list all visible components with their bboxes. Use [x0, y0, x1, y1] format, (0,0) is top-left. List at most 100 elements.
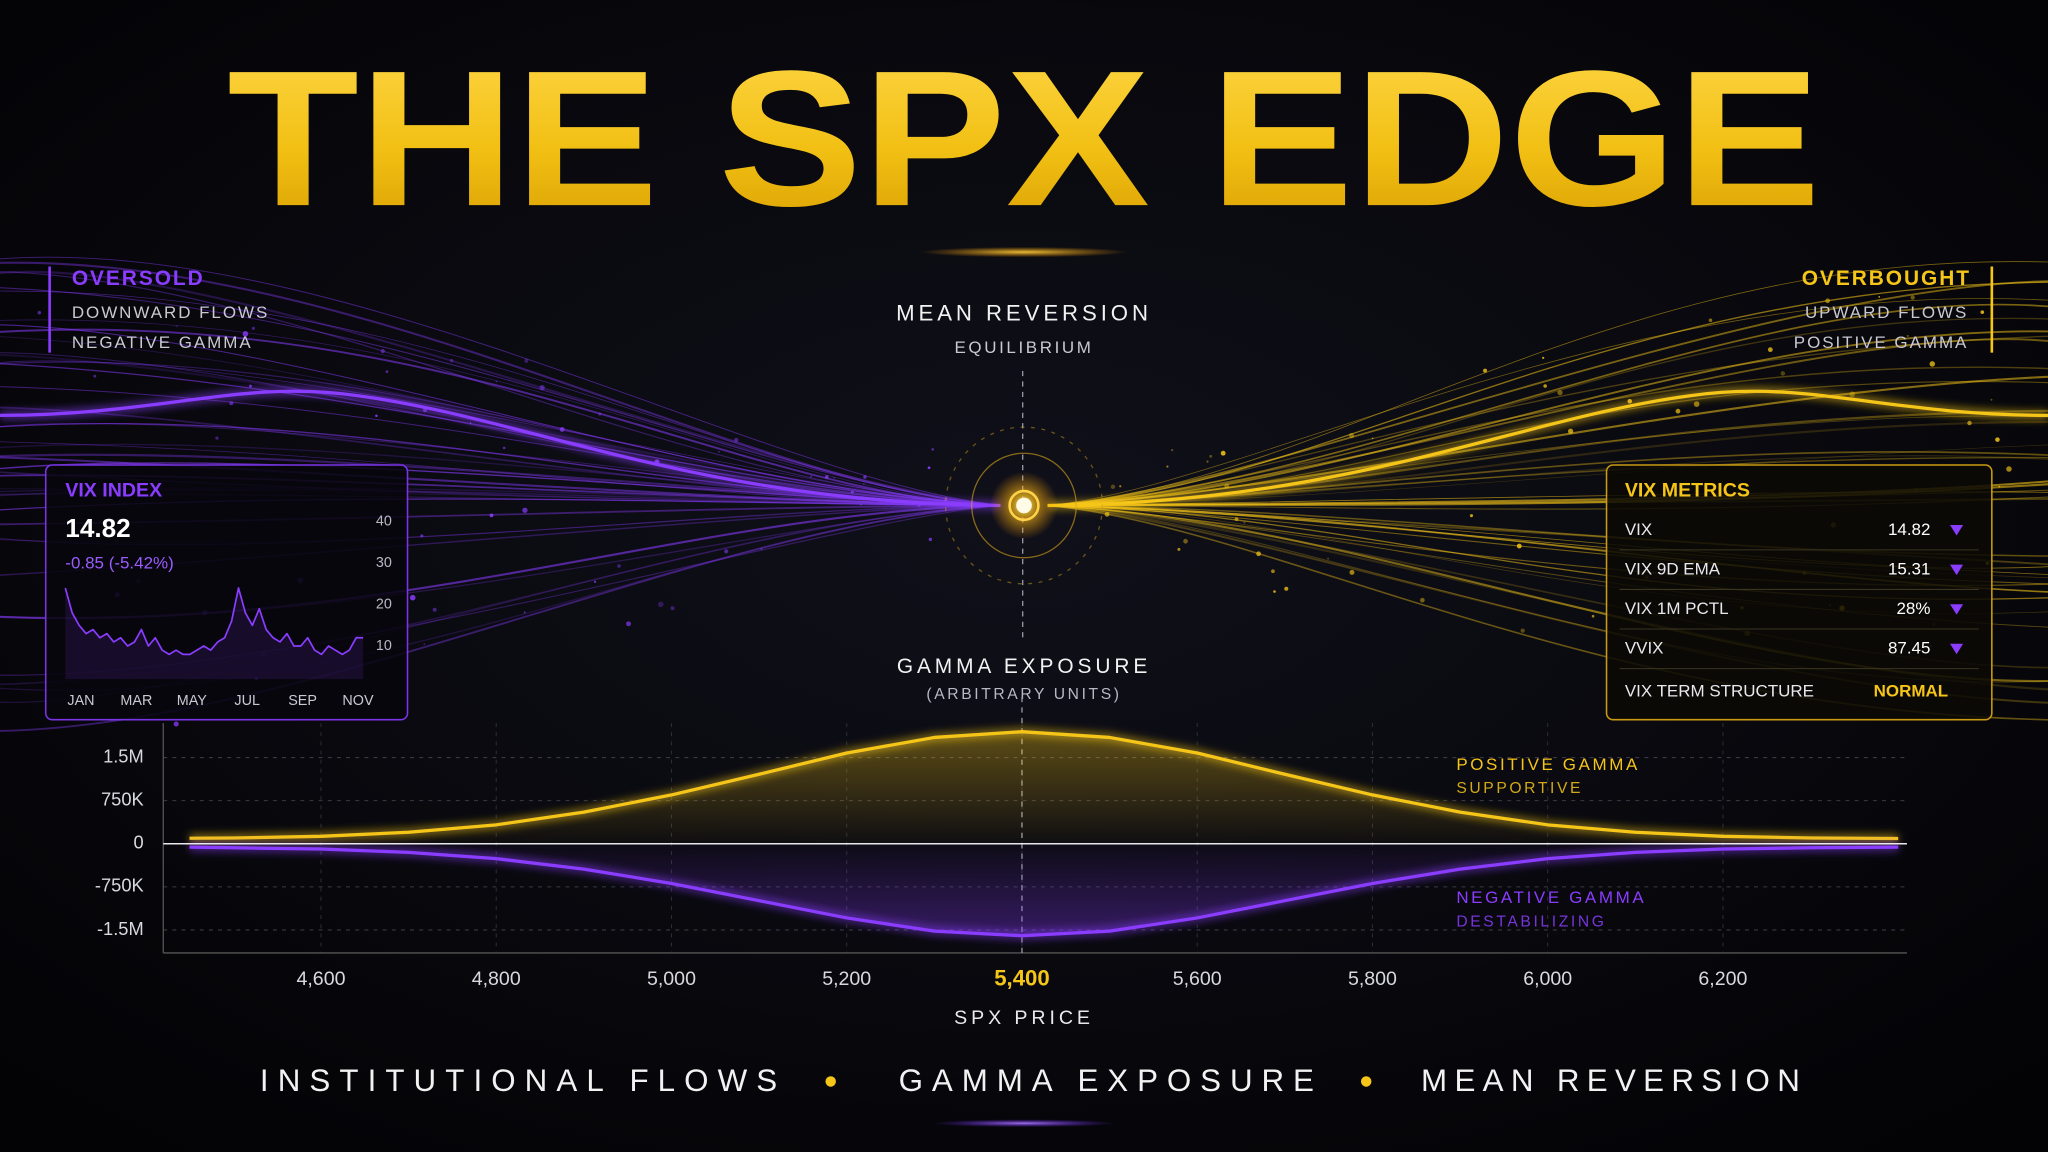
- y-tick-label: 0: [134, 832, 144, 853]
- title-glow: [919, 246, 1129, 258]
- x-tick-label: SEP: [288, 693, 317, 709]
- flow-particle: [1998, 485, 2001, 488]
- vix-panel: [44, 464, 409, 721]
- flow-particle: [657, 601, 664, 608]
- overbought-title: OVERBOUGHT: [1802, 267, 1971, 290]
- flow-particle: [1542, 356, 1545, 360]
- flow-particle: [931, 448, 934, 451]
- flow-particle: [1183, 538, 1188, 544]
- vix-change: -0.85 (-5.42%): [65, 554, 173, 573]
- metrics-title: VIX METRICS: [1625, 479, 1750, 501]
- flow-particle: [593, 580, 597, 583]
- flow-particle: [1327, 557, 1330, 560]
- y-tick-label: 40: [376, 514, 392, 530]
- flow-particle: [1910, 295, 1915, 300]
- flow-particle: [2006, 466, 2012, 472]
- flow-particle: [718, 451, 720, 453]
- flow-particle: [1220, 450, 1226, 456]
- x-tick-label: MAR: [120, 693, 152, 709]
- vix-chart: 10 20 30 40 JAN MAR MAY JUL SEP NOV: [64, 514, 392, 709]
- center-ring: [971, 452, 1077, 559]
- flow-particle: [1591, 614, 1595, 618]
- metrics-table: VIX 14.82 VIX 9D EMA 15.31 VIX 1M PCTL 28% VVI…: [1619, 520, 1979, 670]
- flow-particle: [469, 422, 472, 424]
- flow-particle: [1284, 586, 1289, 591]
- x-tick-label: NOV: [342, 693, 374, 709]
- flow-particle: [1980, 310, 1985, 314]
- flow-particle: [824, 475, 829, 479]
- flow-line: [0, 256, 1001, 506]
- term-structure-label: VIX TERM STRUCTURE: [1625, 682, 1814, 701]
- flow-line: [1047, 281, 2048, 507]
- flow-particle: [1767, 347, 1773, 353]
- flow-particle: [1627, 398, 1633, 404]
- vix-area: [65, 588, 364, 680]
- metrics-panel: [1605, 464, 1993, 721]
- down-arrow: [1950, 643, 1964, 655]
- flow-particle: [1929, 361, 1936, 367]
- x-tick-label: 6,000: [1523, 968, 1572, 990]
- flow-line: [1047, 375, 2048, 507]
- flow-particle: [175, 325, 178, 328]
- x-tick-label: JUL: [234, 693, 260, 709]
- flow-particle: [1349, 433, 1355, 439]
- flow-particle: [423, 408, 428, 413]
- flow-particle: [598, 412, 602, 416]
- y-tick-label: 30: [376, 555, 392, 571]
- flow-line: [0, 319, 1001, 506]
- flow-particle: [724, 549, 729, 554]
- vix-current: 14.82: [65, 513, 130, 543]
- x-tick-label: 6,200: [1698, 968, 1747, 990]
- x-tick-label: 5,600: [1173, 968, 1222, 990]
- flow-particle: [215, 436, 219, 440]
- flow-particle: [502, 446, 506, 450]
- flow-particle: [1469, 514, 1474, 518]
- main-title: THE SPX EDGE: [227, 30, 1820, 246]
- flow-line: [1047, 330, 2048, 507]
- flow-particle: [1693, 401, 1700, 407]
- flow-line: [1047, 303, 2048, 507]
- flow-particle: [1104, 511, 1110, 517]
- flow-particle: [524, 358, 529, 363]
- y-tick-label: 1.5M: [103, 745, 144, 766]
- flow-particle: [423, 643, 426, 646]
- flow-particle: [1483, 368, 1488, 373]
- y-tick-label: -750K: [95, 875, 144, 896]
- flow-particle: [559, 427, 565, 432]
- flow-particle: [449, 358, 454, 363]
- down-arrow: [1950, 604, 1964, 615]
- footer-dot: [1360, 1076, 1372, 1087]
- flow-line: [0, 287, 1001, 506]
- center-ring: [944, 426, 1104, 585]
- series-sublabel: DESTABILIZING: [1456, 913, 1606, 930]
- flow-particle: [1967, 420, 1972, 426]
- term-structure-value: NORMAL: [1874, 682, 1948, 701]
- flow-line: [0, 360, 1001, 506]
- flow-particle: [928, 537, 933, 542]
- center-ring: [1008, 489, 1040, 522]
- flow-particle: [495, 380, 498, 383]
- flow-particle: [760, 547, 763, 550]
- gamma-line: [189, 845, 1899, 938]
- x-tick-label: 5,800: [1348, 968, 1397, 990]
- center-core: [1016, 497, 1032, 514]
- flow-particle: [1349, 569, 1355, 575]
- flow-particle: [1543, 384, 1547, 388]
- metric-label: VIX: [1625, 520, 1652, 539]
- flow-particle: [251, 326, 256, 330]
- metric-value: 87.45: [1888, 638, 1930, 657]
- flow-line: [0, 271, 1001, 507]
- flow-particle: [626, 621, 631, 627]
- flow-particle: [489, 513, 494, 518]
- flow-lines: [0, 256, 2048, 732]
- flow-line: [1047, 280, 2048, 507]
- flow-line: [0, 328, 1001, 507]
- metric-value: 15.31: [1888, 559, 1930, 578]
- overbought-line: POSITIVE GAMMA: [1794, 333, 1969, 352]
- flow-particle: [522, 507, 528, 513]
- flow-particle: [1209, 454, 1213, 458]
- flow-particle: [617, 564, 621, 568]
- flow-line: [0, 324, 1001, 506]
- flow-particle: [863, 475, 867, 479]
- flow-particle: [1166, 465, 1169, 468]
